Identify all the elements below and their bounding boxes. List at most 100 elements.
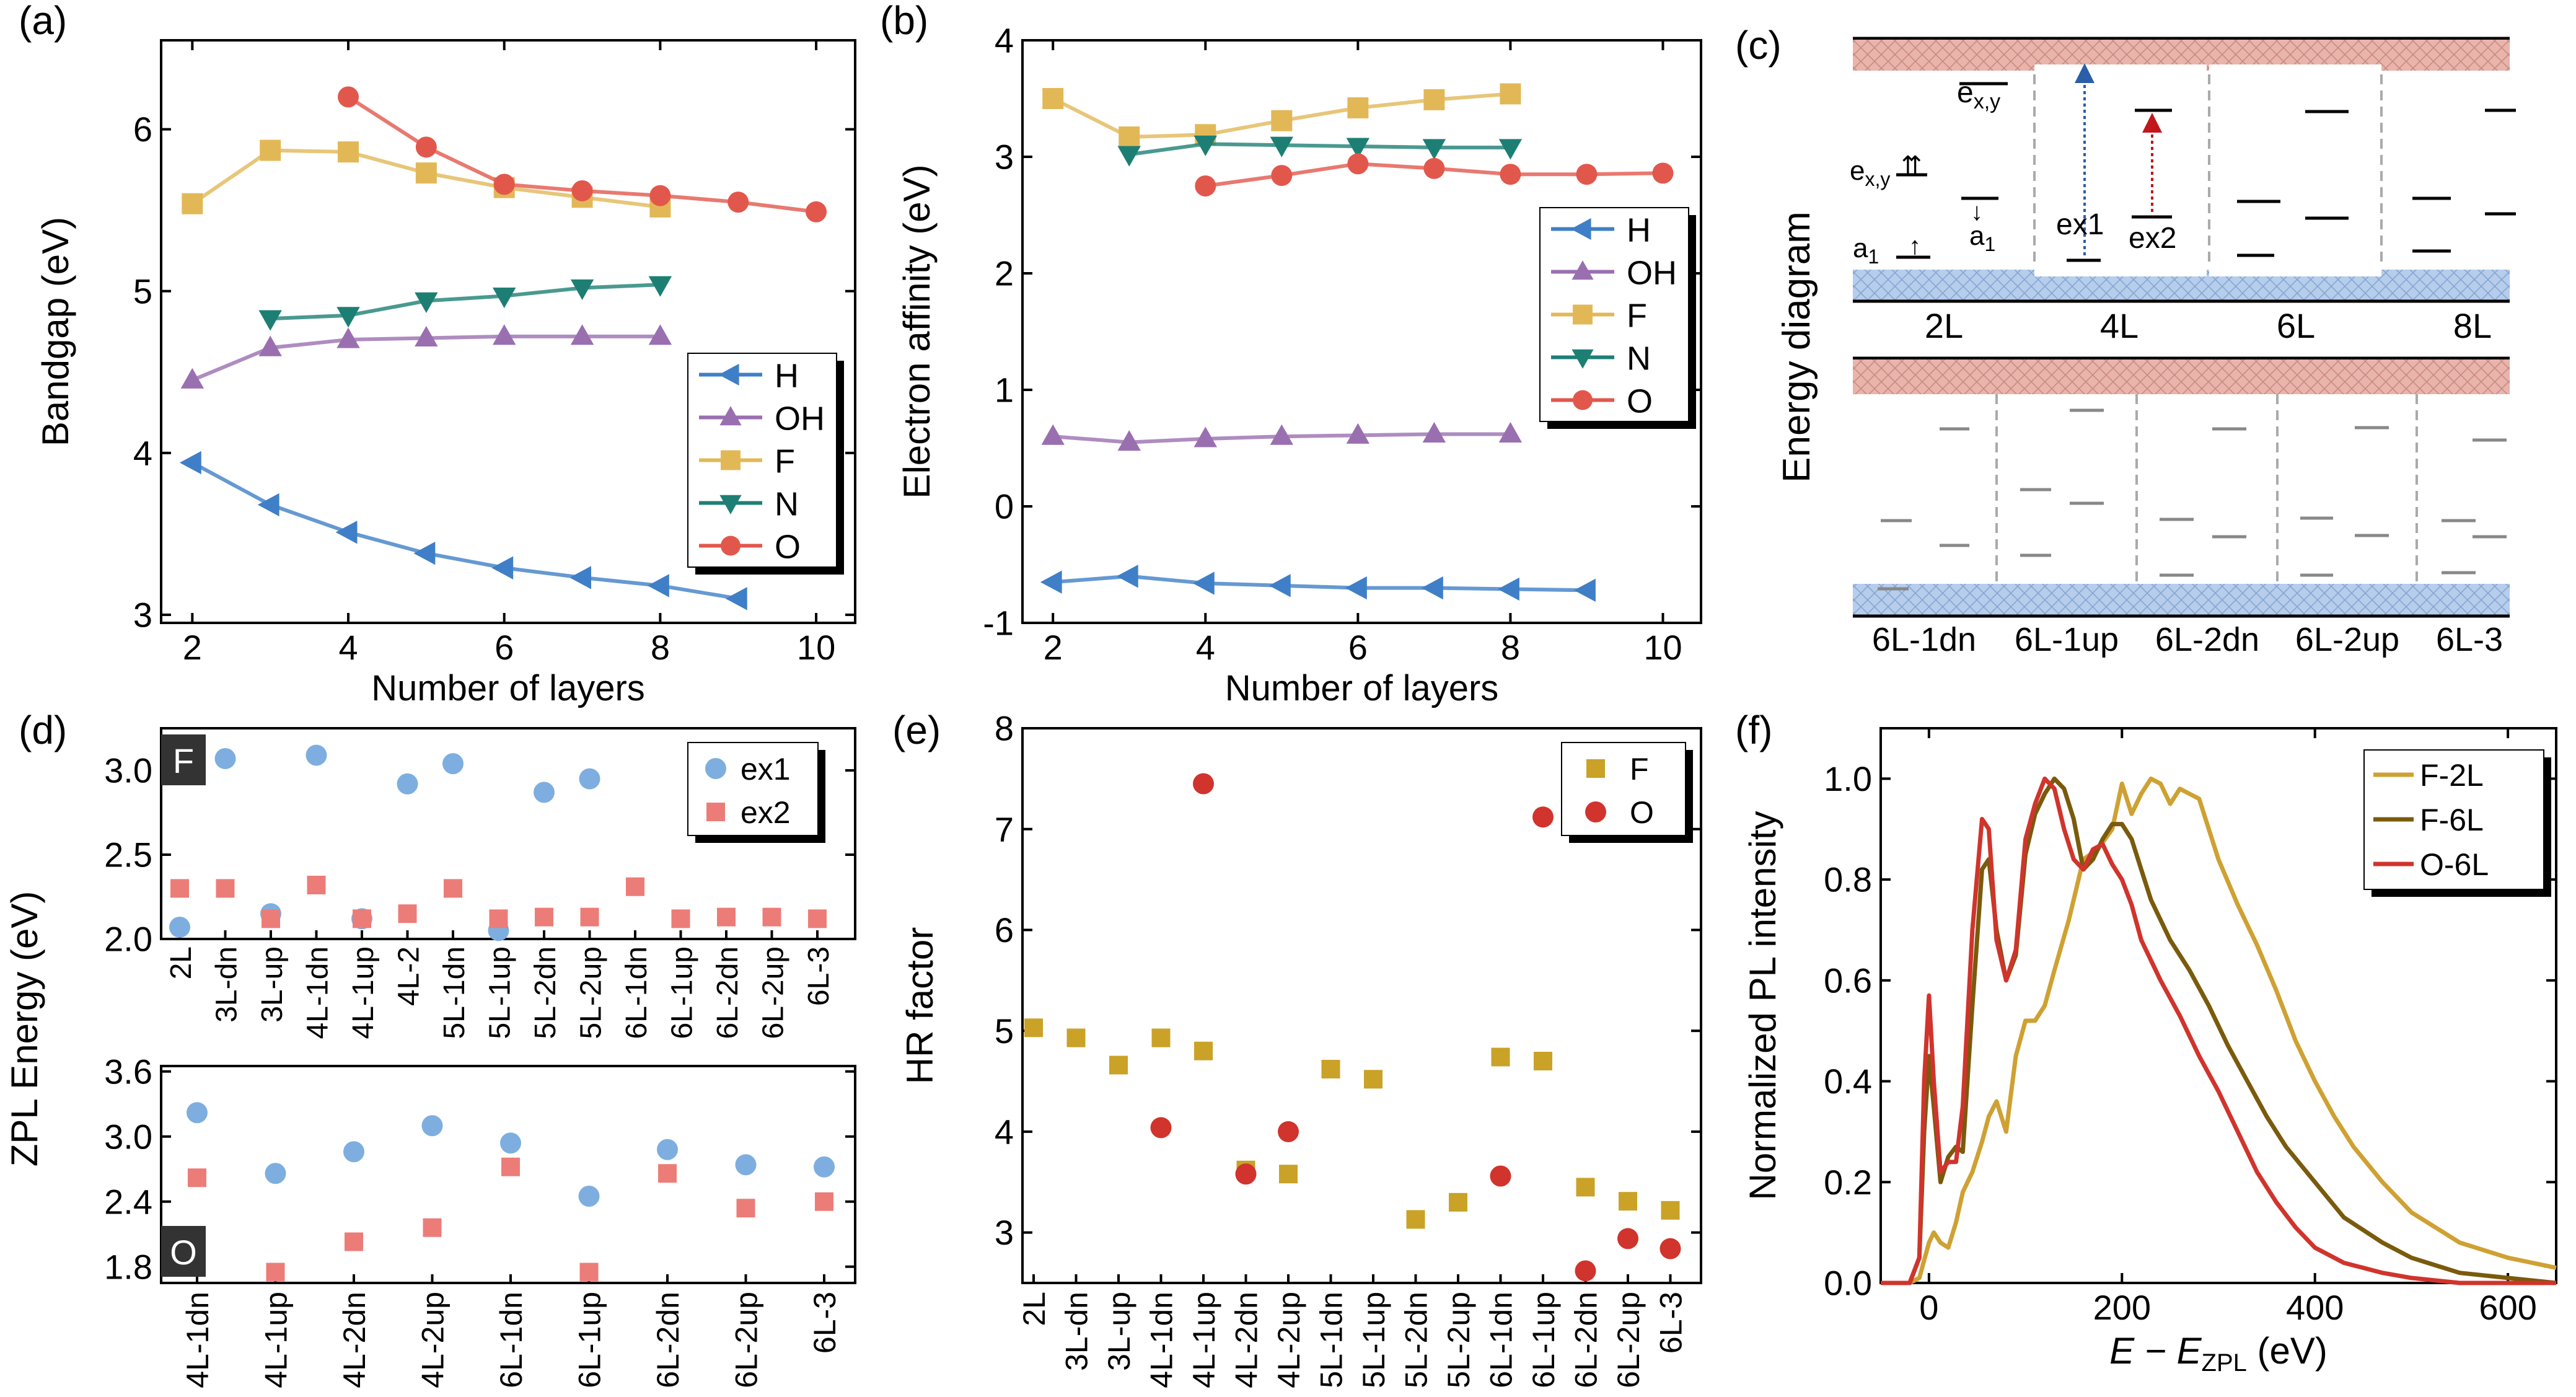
panel-c: (c) Energy diagram ex,y ex,y ⇈ ↓ a1 ↑ a1 — [1735, 23, 2516, 658]
x-tick-label: 2 — [183, 628, 202, 667]
panel-b: (b) -1 0 1 2 3 4 2 4 6 8 10 Number of layers Electron… — [880, 0, 1702, 708]
data-point-ex1 — [735, 1154, 757, 1176]
column-label: 8L — [2453, 306, 2492, 345]
y-tick-label: 3 — [133, 596, 152, 635]
x-tick-label: 6L-2up — [729, 1292, 764, 1388]
data-point-O — [728, 192, 749, 213]
y-tick-label: 4 — [995, 21, 1014, 60]
data-point-F — [1321, 1060, 1340, 1079]
data-point-H — [1574, 578, 1596, 602]
panel-e: (e) 3 4 5 6 7 8 HR factor 2L 3L-dn 3L-up 4L-1dn 4L-1… — [892, 708, 1702, 1388]
column-label: 6L-1dn — [1872, 621, 1976, 658]
data-point-H — [1421, 576, 1443, 600]
y-tick-label: 6 — [133, 110, 152, 149]
y-tick-label: 1 — [995, 371, 1014, 410]
plot-frame — [1021, 727, 1702, 1284]
data-point-O — [493, 174, 515, 195]
x-tick-label: 6L-2dn — [1569, 1292, 1604, 1388]
data-point-H — [491, 556, 514, 580]
data-point-F — [338, 141, 359, 163]
data-point-ex2 — [489, 909, 508, 928]
badge-O — [161, 1226, 206, 1277]
legend-label: F — [1627, 297, 1647, 335]
data-point-ex2 — [736, 1199, 755, 1218]
data-point-ex1 — [169, 916, 190, 938]
panel-label: (d) — [19, 708, 67, 752]
defect-levels — [1878, 408, 2507, 591]
x-tick-label: 8 — [1501, 628, 1520, 667]
legend-label: N — [1627, 340, 1651, 377]
data-point-ex1 — [814, 1156, 835, 1178]
x-tick-label: 4L-1dn — [302, 946, 335, 1039]
panel-a: (a) 3 4 5 6 2 4 6 8 10 Number of layers Bandgap (eV… — [19, 0, 856, 708]
data-point-F — [1024, 1018, 1043, 1038]
x-tick-label: 5L-1up — [484, 946, 517, 1039]
data-point-OH — [648, 324, 672, 345]
legend-marker — [1570, 218, 1591, 240]
legend-label: F-2L — [2420, 758, 2484, 793]
series-line-O-6L — [1881, 776, 2556, 1285]
label-ex1: ex1 — [2056, 208, 2104, 241]
legend-label: OH — [1627, 255, 1677, 292]
data-point-ex2 — [815, 1192, 833, 1211]
y-tick-label: 2.4 — [104, 1182, 152, 1221]
data-point-ex1 — [657, 1139, 678, 1160]
data-point-N — [415, 292, 438, 313]
data-point-O — [338, 86, 359, 108]
badge-F — [161, 734, 206, 785]
column-label: 6L-2dn — [2155, 621, 2259, 658]
x-tick-label: 4L-2dn — [337, 1292, 372, 1388]
data-point-ex2 — [170, 879, 189, 898]
x-tick-label: 4L-2 — [393, 946, 426, 1006]
valence-band-bottom — [1853, 584, 2510, 615]
y-tick-label: 4 — [995, 1113, 1014, 1152]
legend-label: OH — [775, 400, 825, 438]
legend-marker — [1572, 349, 1594, 369]
data-point-O — [1278, 1121, 1299, 1142]
badge-F-label: F — [173, 741, 194, 780]
data-point-N — [1117, 146, 1141, 167]
data-point-H — [1498, 577, 1519, 601]
label-a1-prime: a1 — [1969, 221, 1995, 255]
label-exy: ex,y — [1850, 156, 1890, 190]
y-tick-label: 2.5 — [104, 835, 152, 875]
x-tick-label: 0 — [1919, 1288, 1938, 1327]
data-point-OH — [415, 325, 438, 347]
data-point-ex1 — [343, 1141, 364, 1163]
data-point-ex1 — [397, 773, 418, 795]
conduction-band-bottom — [1853, 359, 2510, 394]
data-point-F — [1066, 1028, 1086, 1047]
data-point-ex2 — [808, 909, 827, 928]
series-line-N — [1128, 142, 1511, 157]
data-point-F — [182, 193, 203, 214]
data-point-F — [1423, 89, 1445, 110]
y-tick-label: 1.0 — [1824, 759, 1872, 798]
y-tick-label: 3.0 — [104, 751, 152, 790]
data-point-O — [1532, 806, 1554, 828]
y-tick-label: 3 — [995, 1213, 1014, 1252]
data-point-OH — [570, 324, 594, 345]
x-tick-label: 6L-3 — [807, 1292, 842, 1354]
data-point-N — [1422, 139, 1446, 160]
data-point-F — [1576, 1178, 1595, 1197]
data-point-F — [1534, 1052, 1552, 1070]
y-tick-label: 0.4 — [1824, 1062, 1872, 1101]
x-tick-label: 4L-1up — [347, 946, 380, 1039]
data-point-ex2 — [444, 879, 462, 898]
data-point-OH — [1498, 421, 1523, 443]
x-axis-label: Number of layers — [371, 668, 645, 708]
y-tick-label: 0.0 — [1824, 1264, 1872, 1303]
y-tick-label: 0.2 — [1824, 1163, 1872, 1202]
data-point-ex1 — [187, 1102, 208, 1124]
data-point-F — [1194, 1041, 1213, 1060]
legend-label: O — [1630, 795, 1654, 830]
x-tick-label: 6L-2dn — [651, 1292, 685, 1388]
y-tick-label: 2.0 — [104, 920, 152, 959]
series-line-H — [191, 461, 739, 601]
panel-label: (e) — [892, 708, 941, 752]
legend-marker — [719, 495, 742, 514]
data-point-ex1 — [214, 747, 236, 769]
legend-marker — [705, 758, 726, 779]
y-tick-label: 7 — [995, 809, 1014, 848]
legend-label: O — [1627, 383, 1653, 420]
